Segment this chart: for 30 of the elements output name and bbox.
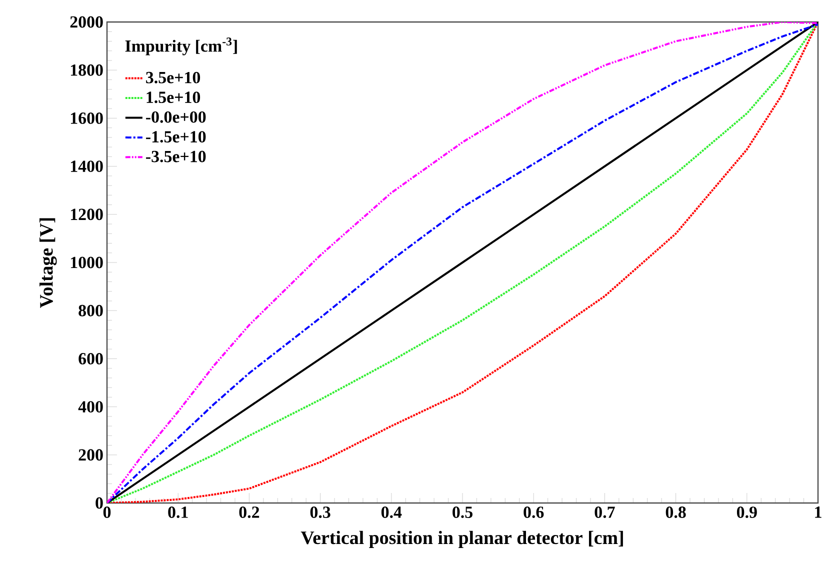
x-tick-label: 0.1: [168, 506, 188, 518]
y-tick-label: 1400: [70, 160, 103, 172]
y-tick-label: 600: [78, 352, 103, 364]
x-axis-title: Vertical position in planar detector [cm]: [300, 530, 623, 548]
x-tick-label: 0.4: [381, 506, 402, 518]
legend-label: -0.0e+00: [146, 111, 206, 123]
x-tick-label: 0.2: [239, 506, 260, 518]
legend-label: -1.5e+10: [146, 131, 206, 143]
x-tick-label: 0.7: [594, 506, 615, 518]
x-tick-label: 1: [815, 506, 822, 518]
x-tick-label: 0.3: [310, 506, 330, 518]
legend-label: 1.5e+10: [146, 92, 200, 104]
y-axis-title: Voltage [V]: [39, 218, 57, 308]
y-tick-label: 200: [78, 449, 103, 461]
x-tick-label: 0.9: [736, 506, 757, 518]
x-tick-label: 0.8: [666, 506, 686, 518]
y-tick-label: 400: [78, 401, 103, 413]
x-tick-label: 0: [103, 506, 111, 518]
legend-title: Impurity [cm$^{-3}$]: [125, 38, 237, 56]
y-tick-label: 2000: [70, 16, 103, 28]
y-tick-label: 1800: [70, 64, 103, 76]
y-tick-label: 1200: [70, 208, 103, 220]
legend-label: 3.5e+10: [146, 72, 200, 84]
y-tick-label: 0: [96, 497, 103, 509]
x-tick-label: 0.6: [524, 506, 544, 518]
y-tick-label: 800: [78, 304, 103, 316]
legend-label: -3.5e+10: [146, 150, 206, 162]
y-tick-label: 1000: [70, 256, 103, 268]
x-tick-label: 0.5: [452, 506, 472, 518]
y-tick-label: 1600: [70, 112, 103, 124]
